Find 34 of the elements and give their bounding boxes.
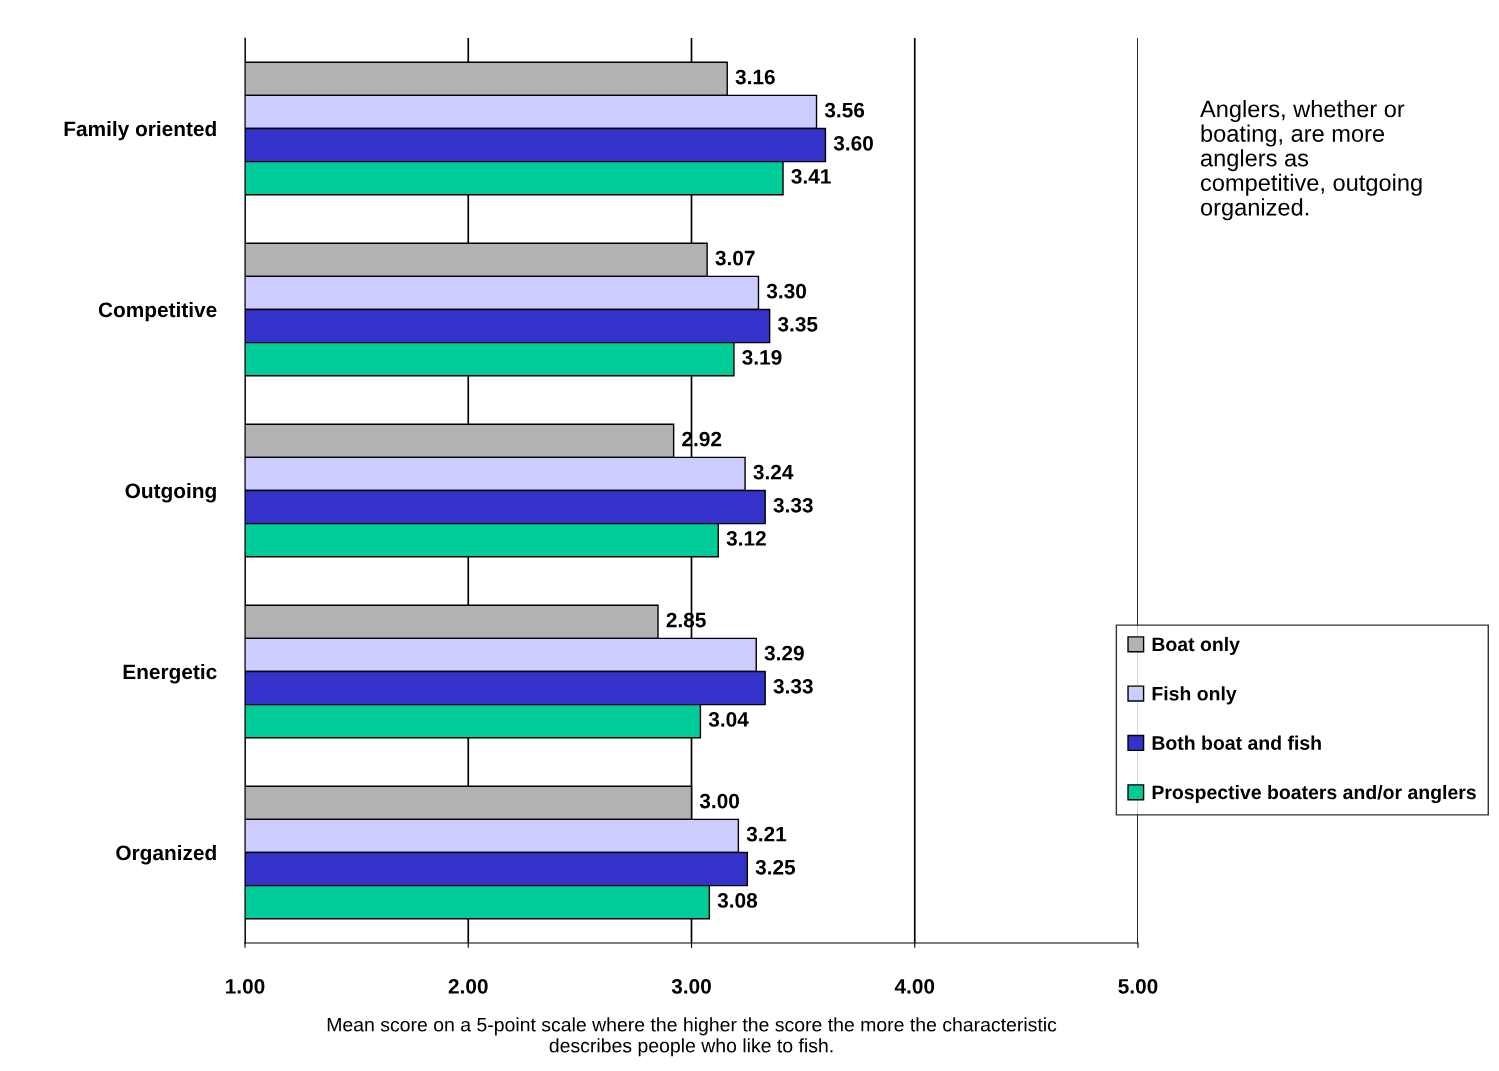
data-label: 3.04	[708, 712, 749, 727]
data-label: 3.35	[777, 316, 818, 332]
data-label: 3.29	[764, 645, 804, 661]
x-tick-label: 2.00	[448, 978, 488, 994]
data-label: 3.16	[735, 69, 775, 85]
y-tick-label: Family oriented	[64, 120, 216, 141]
x-axis-title: Mean score on a 5-point scale where the higher the score the more the characteristic describes people who like to fish.	[327, 1017, 1057, 1057]
data-label: 3.41	[791, 169, 831, 184]
data-label: 3.33	[773, 678, 813, 694]
y-tick-label: Energetic	[123, 663, 217, 684]
data-label: 3.21	[746, 826, 787, 842]
x-tick-label: 5.00	[1118, 978, 1158, 994]
x-tick-label: 1.00	[226, 978, 265, 994]
y-tick-label: Organized	[116, 844, 216, 865]
legend-label: Fish only	[1152, 686, 1237, 705]
data-label: 3.19	[742, 350, 782, 365]
y-tick-label: Competitive	[98, 301, 217, 322]
data-label: 3.24	[753, 464, 794, 480]
data-label: 3.30	[766, 283, 806, 299]
data-label: 3.33	[773, 497, 813, 513]
data-label: 3.56	[824, 102, 865, 118]
text: Anglers, whether or boating, are more anglers as competitive, outgoing organized.	[1200, 100, 1422, 221]
data-label: 3.60	[833, 135, 873, 151]
y-tick-label: Outgoing	[125, 482, 216, 503]
legend-label: Prospective boaters and/or anglers	[1152, 784, 1476, 804]
data-label: 3.08	[717, 893, 758, 908]
legend-label: Boat only	[1152, 636, 1240, 656]
x-tick-label: 4.00	[894, 978, 935, 994]
data-label: 3.07	[715, 250, 755, 266]
legend-label: Both boat and fish	[1152, 735, 1321, 750]
data-label: 3.25	[755, 859, 796, 875]
data-label: 3.00	[699, 793, 740, 809]
x-tick-label: 3.00	[671, 978, 711, 994]
data-label: 3.12	[726, 531, 766, 546]
